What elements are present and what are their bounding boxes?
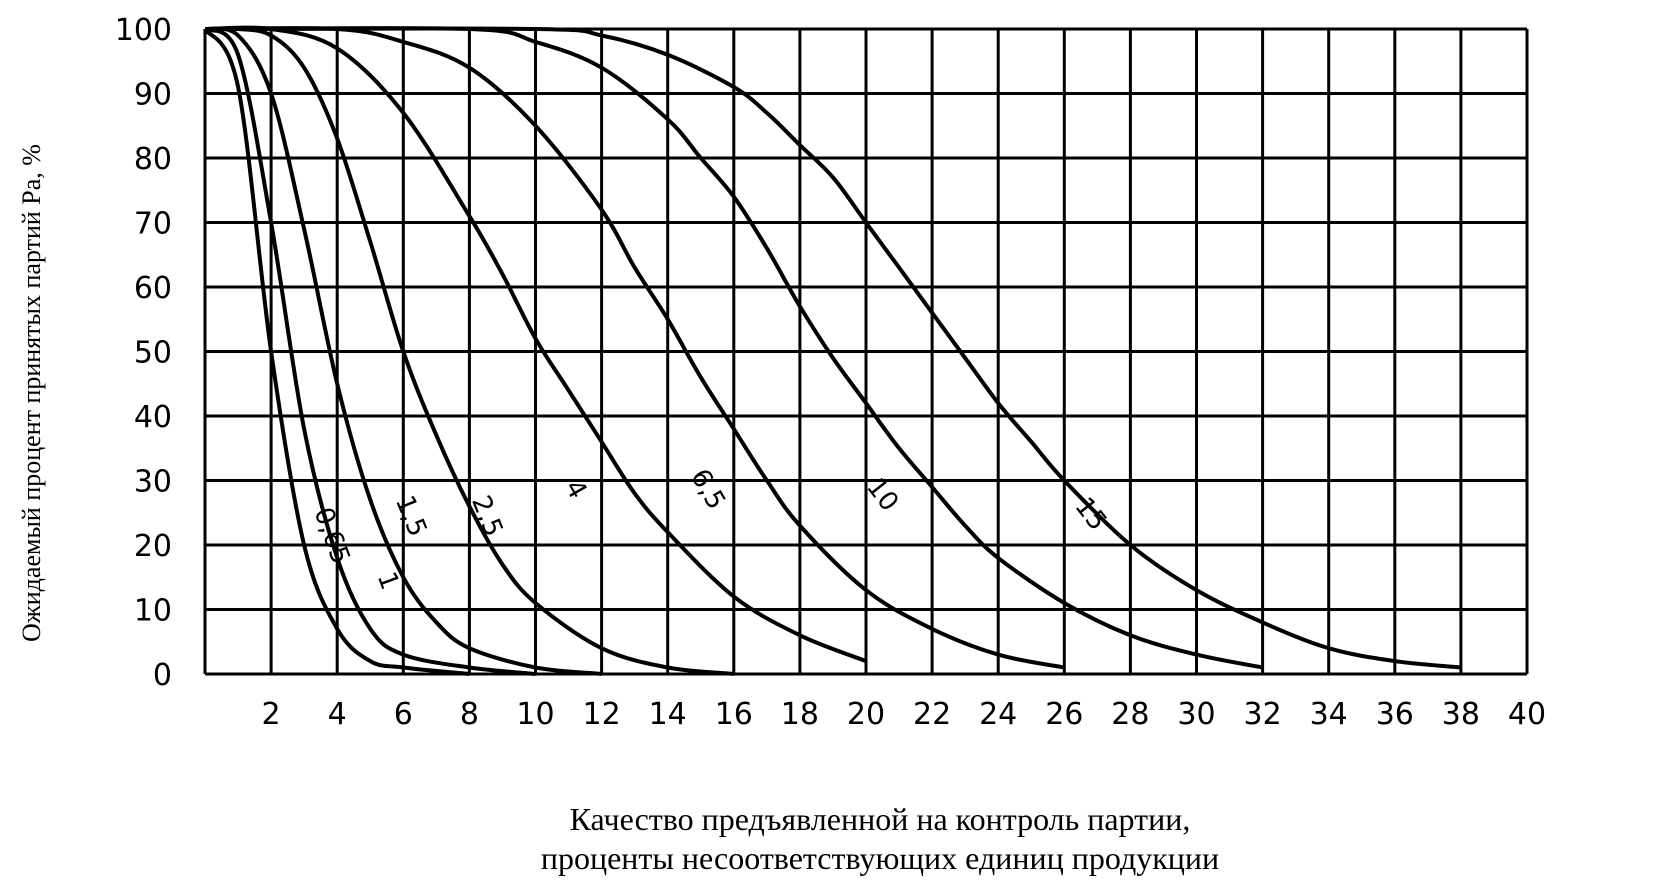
x-tick-label: 38 — [1442, 697, 1480, 732]
curve-10 — [204, 26, 1263, 670]
x-tick-label: 2 — [262, 697, 281, 732]
x-tick-label: 36 — [1376, 697, 1414, 732]
x-tick-label: 40 — [1508, 697, 1546, 732]
curve-1-5 — [204, 26, 602, 676]
y-tick-label: 100 — [115, 13, 172, 48]
x-tick-label: 6 — [394, 697, 413, 732]
x-tick-label: 24 — [979, 697, 1017, 732]
curve-1 — [203, 27, 536, 676]
x-tick-label: 22 — [913, 697, 951, 732]
x-axis-label-line1: Качество предъявленной на контроль парти… — [569, 801, 1191, 837]
curve-2-5 — [204, 26, 734, 676]
curve-6-5 — [204, 26, 1065, 670]
curve-label: 0,65 — [308, 503, 356, 568]
curve-label: 2,5 — [465, 491, 508, 541]
x-tick-label: 18 — [781, 697, 819, 732]
y-tick-label: 50 — [134, 336, 172, 371]
y-axis-ticks: 0 10 20 30 40 50 60 70 80 90 100 — [115, 13, 172, 693]
x-tick-label: 34 — [1310, 697, 1348, 732]
curve-label: 1 — [371, 568, 405, 594]
curve-0-65 — [203, 27, 470, 676]
y-tick-label: 10 — [134, 594, 172, 629]
curve-label: 15 — [1068, 492, 1112, 537]
y-tick-label: 80 — [134, 142, 172, 177]
y-tick-label: 30 — [134, 465, 172, 500]
curve-label: 1,5 — [389, 491, 432, 541]
x-tick-label: 4 — [328, 697, 347, 732]
x-tick-label: 20 — [847, 697, 885, 732]
y-tick-label: 0 — [153, 658, 172, 693]
x-axis-label-line2: проценты несоответствующих единиц продук… — [540, 840, 1220, 876]
y-axis-label: Ожидаемый процент принятых партий Pa, % — [17, 144, 46, 642]
x-tick-label: 14 — [649, 697, 687, 732]
x-tick-label: 10 — [516, 697, 554, 732]
curve-4 — [204, 25, 867, 663]
x-tick-label: 12 — [583, 697, 621, 732]
y-tick-label: 90 — [134, 78, 172, 113]
y-tick-label: 60 — [134, 271, 172, 306]
y-tick-label: 70 — [134, 207, 172, 242]
x-tick-label: 32 — [1244, 697, 1282, 732]
y-tick-label: 40 — [134, 400, 172, 435]
y-tick-label: 20 — [134, 529, 172, 564]
x-axis-ticks: 2 4 6 8 10 12 14 16 18 20 22 24 26 28 30 32 34 36 38 40 — [262, 697, 1547, 732]
grid — [203, 27, 1529, 676]
curve-label: 6,5 — [684, 464, 731, 515]
x-tick-label: 26 — [1045, 697, 1083, 732]
curve-15 — [204, 26, 1462, 670]
x-tick-label: 16 — [715, 697, 753, 732]
x-tick-label: 30 — [1177, 697, 1215, 732]
curves — [203, 25, 1462, 676]
x-tick-label: 8 — [460, 697, 479, 732]
x-tick-label: 28 — [1111, 697, 1149, 732]
